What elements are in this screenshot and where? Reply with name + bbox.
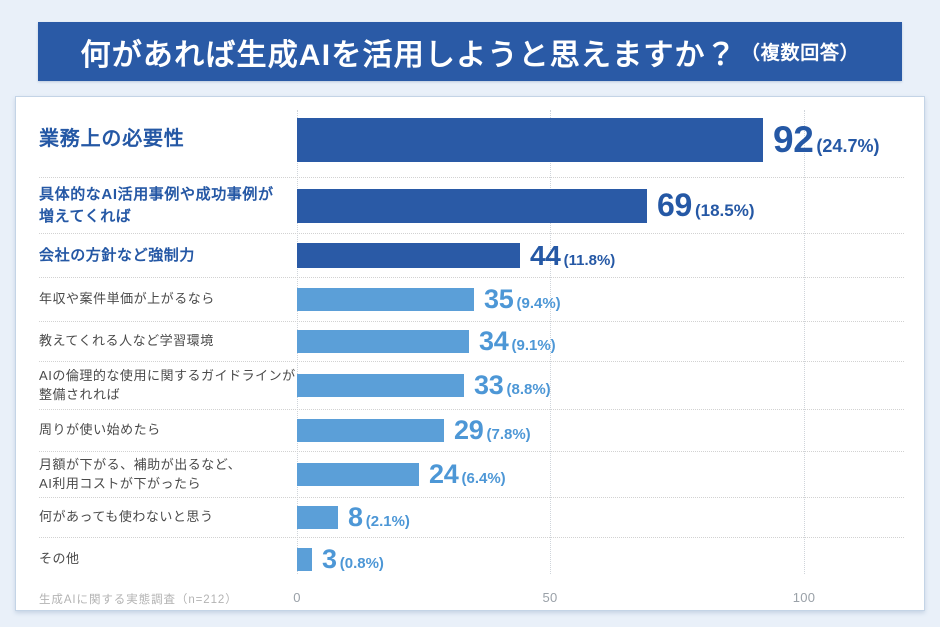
chart-card: 業務上の必要性 92 (24.7%) 具体的なAI活用事例や成功事例が 増えてく… [15,96,925,611]
bar [297,419,444,442]
value-number: 8 [348,502,363,532]
value-number: 35 [484,284,514,314]
bar [297,463,419,486]
chart-title: 何があれば生成AIを活用しようと思えますか？ [80,38,737,72]
value-label: 24 (6.4%) [429,459,506,490]
bar-area: 33 (8.8%) [297,370,904,401]
value-percent: (8.8%) [506,381,551,398]
chart-title-suffix: （複数回答） [740,43,860,64]
chart-row: 周りが使い始めたら 29 (7.8%) [39,410,904,452]
x-tick-0: 0 [293,590,301,605]
value-label: 34 (9.1%) [479,326,556,357]
gridline-100 [804,110,805,574]
category-label: AIの倫理的な使用に関するガイドラインが 整備されれば [39,367,296,402]
chart-row: その他 3 (0.8%) [39,538,904,581]
category-label: 教えてくれる人など学習環境 [39,333,214,349]
chart-row: 月額が下がる、補助が出るなど、 AI利用コストが下がったら 24 (6.4%) [39,452,904,498]
bar [297,330,469,353]
bar-area: 92 (24.7%) [297,117,904,162]
bar-area: 69 (18.5%) [297,187,904,224]
bar [297,243,520,268]
value-percent: (11.8%) [563,251,616,269]
source-note: 生成AIに関する実態調査（n=212） [39,594,238,606]
value-number: 92 [773,118,814,160]
chart-rows: 業務上の必要性 92 (24.7%) 具体的なAI活用事例や成功事例が 増えてく… [39,102,904,581]
value-percent: (6.4%) [461,470,506,487]
value-label: 35 (9.4%) [484,284,561,315]
category-label: 月額が下がる、補助が出るなど、 AI利用コストが下がったら [39,456,242,491]
value-percent: (9.1%) [511,337,556,354]
value-number: 24 [429,459,459,489]
value-number: 33 [474,370,504,400]
bar [297,288,474,311]
bar-chart: 業務上の必要性 92 (24.7%) 具体的なAI活用事例や成功事例が 増えてく… [39,102,904,606]
x-tick-50: 50 [542,590,558,605]
chart-row: AIの倫理的な使用に関するガイドラインが 整備されれば 33 (8.8%) [39,362,904,410]
bar-area: 3 (0.8%) [297,544,904,575]
bar-area: 24 (6.4%) [297,459,904,490]
bar [297,188,647,223]
bar-area: 29 (7.8%) [297,415,904,446]
value-percent: (7.8%) [486,426,531,443]
value-label: 69 (18.5%) [657,187,755,224]
x-axis: 生成AIに関する実態調査（n=212） 0 50 100 [39,581,904,611]
value-number: 34 [479,326,509,356]
value-percent: (18.5%) [694,201,755,220]
category-label: 業務上の必要性 [39,128,185,150]
value-percent: (2.1%) [365,513,410,530]
value-label: 3 (0.8%) [322,544,384,575]
bar [297,548,312,571]
value-percent: (24.7%) [816,135,880,156]
value-number: 3 [322,544,337,574]
bar [297,506,338,529]
category-label: 年収や案件単価が上がるなら [39,291,215,307]
bar-area: 44 (11.8%) [297,240,904,272]
category-label: 会社の方針など強制力 [39,246,196,264]
chart-row: 会社の方針など強制力 44 (11.8%) [39,234,904,278]
value-label: 92 (24.7%) [773,119,879,161]
category-label: 何があっても使わないと思う [39,509,214,525]
value-label: 33 (8.8%) [474,370,551,401]
bar [297,117,763,162]
bar-area: 34 (9.1%) [297,326,904,357]
value-label: 8 (2.1%) [348,502,410,533]
category-label: 具体的なAI活用事例や成功事例が 増えてくれば [39,185,274,225]
value-number: 29 [454,415,484,445]
bar-area: 8 (2.1%) [297,502,904,533]
category-label: その他 [39,551,80,567]
gridline-50 [550,110,551,574]
chart-row: 何があっても使わないと思う 8 (2.1%) [39,498,904,538]
value-percent: (0.8%) [339,555,384,572]
value-number: 44 [530,239,561,271]
value-label: 29 (7.8%) [454,415,531,446]
bar-area: 35 (9.4%) [297,284,904,315]
chart-row: 教えてくれる人など学習環境 34 (9.1%) [39,322,904,362]
chart-row: 年収や案件単価が上がるなら 35 (9.4%) [39,278,904,322]
chart-row: 業務上の必要性 92 (24.7%) [39,102,904,178]
bar [297,374,464,397]
title-banner: 何があれば生成AIを活用しようと思えますか？ （複数回答） [38,22,902,81]
value-number: 69 [657,187,692,223]
x-tick-100: 100 [792,590,816,605]
category-label: 周りが使い始めたら [39,422,161,438]
value-percent: (9.4%) [516,295,561,312]
value-label: 44 (11.8%) [530,240,615,272]
chart-row: 具体的なAI活用事例や成功事例が 増えてくれば 69 (18.5%) [39,178,904,234]
